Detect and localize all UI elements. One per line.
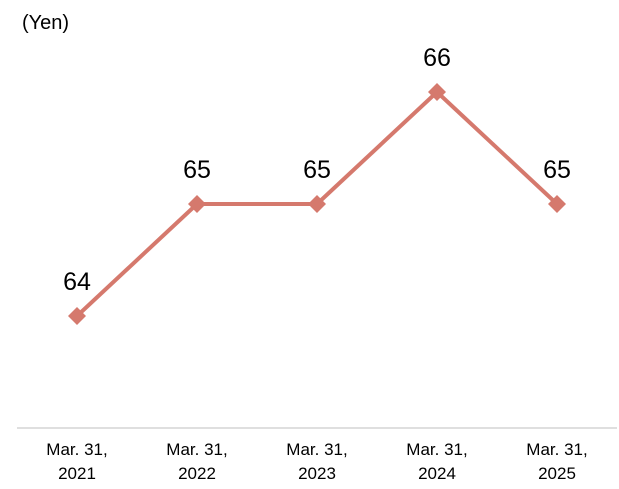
data-label: 65	[543, 156, 571, 184]
data-labels-layer: 64 65 65 66 65	[63, 44, 571, 296]
data-label: 66	[423, 44, 451, 72]
data-label: 65	[183, 156, 211, 184]
data-label: 64	[63, 268, 91, 296]
x-tick-label-line2: 2022	[178, 464, 216, 483]
data-point-marker	[68, 307, 86, 325]
x-tick-label-line2: 2025	[538, 464, 576, 483]
data-point-marker	[428, 83, 446, 101]
x-tick-label-line2: 2024	[418, 464, 456, 483]
x-tick-labels-layer: Mar. 31, 2021 Mar. 31, 2022 Mar. 31, 2023 Mar.…	[46, 440, 587, 483]
y-unit-label: (Yen)	[22, 12, 69, 34]
data-label: 65	[303, 156, 331, 184]
series-layer	[68, 83, 566, 325]
x-tick-label-line1: Mar. 31,	[286, 440, 347, 459]
x-tick-label-line1: Mar. 31,	[166, 440, 227, 459]
x-tick-label-line1: Mar. 31,	[526, 440, 587, 459]
x-tick-label-line1: Mar. 31,	[46, 440, 107, 459]
data-point-marker	[308, 195, 326, 213]
x-tick-label-line2: 2021	[58, 464, 96, 483]
x-tick-label-line1: Mar. 31,	[406, 440, 467, 459]
data-point-marker	[188, 195, 206, 213]
data-point-marker	[548, 195, 566, 213]
x-tick-label-line2: 2023	[298, 464, 336, 483]
